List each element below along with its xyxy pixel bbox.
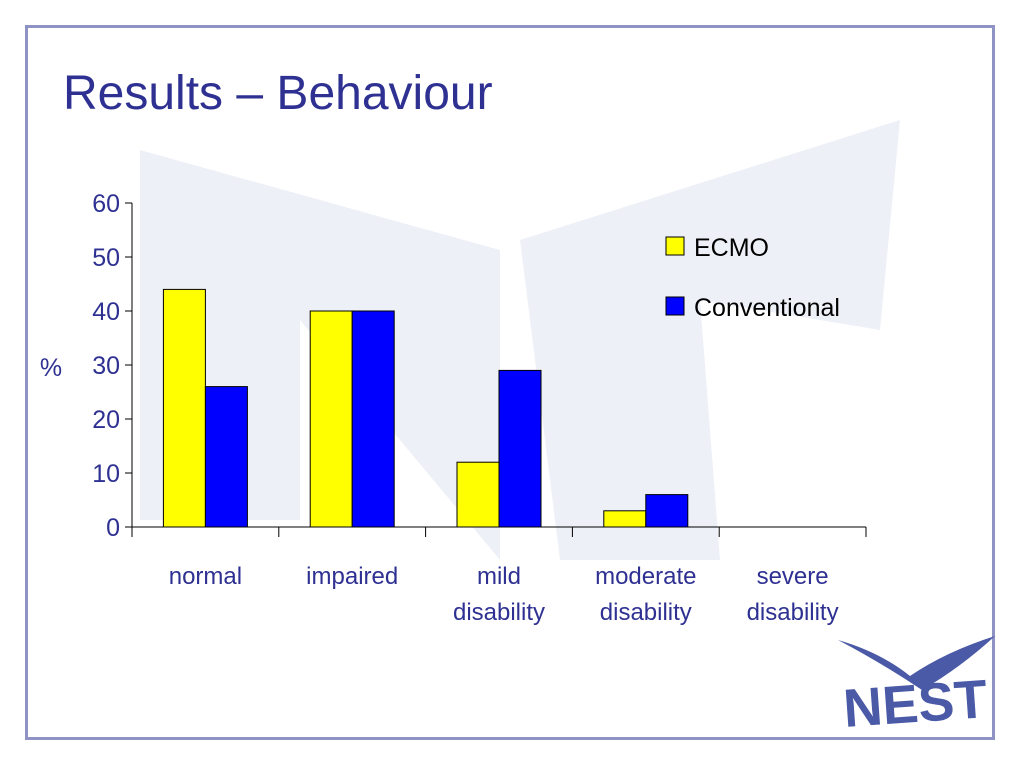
bar-ecmo-3 [456,461,500,528]
y-tick-label: 50 [92,244,120,272]
x-tick-label: severe disability [747,563,839,626]
bar-conventional-4 [645,494,689,528]
bar-conventional-3 [498,369,542,528]
slide-title: Results – Behaviour [63,67,493,120]
bar-ecmo-2 [309,310,353,528]
nest-logo: NEST [838,636,995,739]
bar-chart: 0 10 20 30 40 50 60 normal impaired mild disabili… [40,190,867,626]
legend-swatch-ecmo [665,236,685,256]
x-tick-label: mild disability [453,563,545,626]
legend-label-ecmo: ECMO [694,234,769,262]
y-tick-label: 0 [106,514,120,542]
y-tick-label: 20 [92,406,120,434]
bar-conventional-1 [204,386,248,528]
logo-swoosh [838,636,995,690]
y-axis-label: % [40,354,62,382]
bar-conventional-2 [351,310,395,528]
x-tick-label: moderate disability [595,563,696,626]
y-tick-label: 30 [92,352,120,380]
logo-text: NEST [841,669,989,739]
bar-ecmo-1 [162,288,206,528]
y-tick-label: 10 [92,460,120,488]
legend-label-conventional: Conventional [694,294,840,322]
y-axis-ticks: 0 10 20 30 40 50 60 [92,190,132,542]
x-tick-label: normal [169,563,242,590]
x-tick-label: impaired [306,563,398,590]
x-axis-ticks: normal impaired mild disability moderate disa… [131,527,867,626]
y-tick-label: 40 [92,298,120,326]
legend: ECMO Conventional [665,234,840,322]
bar-ecmo-4 [603,510,647,528]
watermark-shape [520,120,900,560]
y-tick-label: 60 [92,190,120,218]
legend-swatch-conventional [665,296,685,316]
